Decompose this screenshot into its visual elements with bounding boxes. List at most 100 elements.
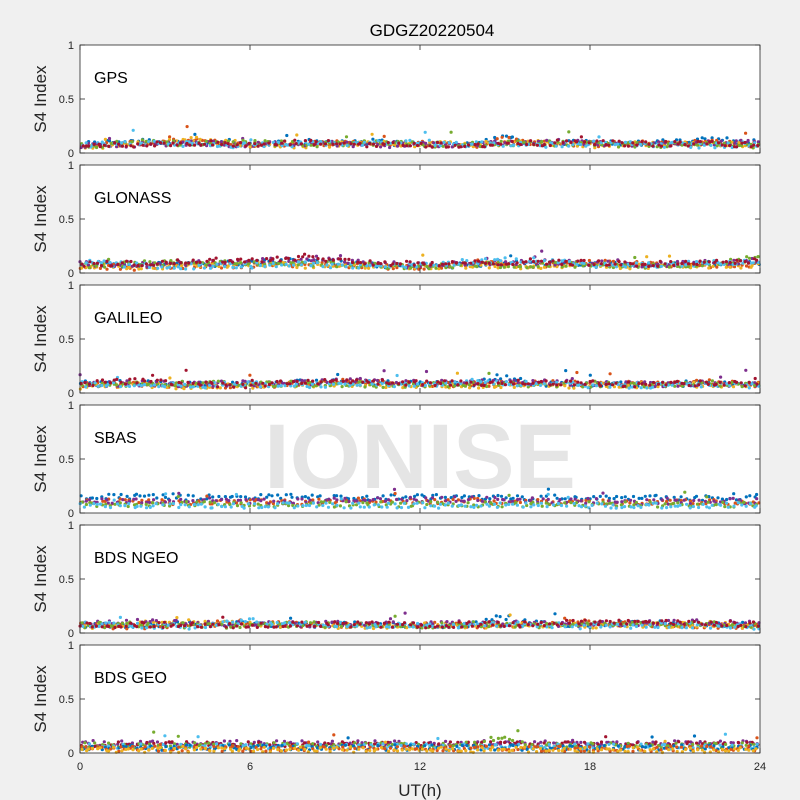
data-point [192,502,196,507]
data-point [747,386,751,390]
data-point [218,386,222,390]
data-point [717,141,721,145]
data-point [198,260,202,264]
data-point [319,142,323,146]
data-point [340,263,344,267]
data-point [99,264,104,268]
data-point [252,260,256,264]
data-point [256,498,260,502]
data-point [425,264,429,269]
data-point [499,259,503,263]
data-point [397,141,401,145]
data-point [726,505,730,509]
data-point [147,498,151,502]
data-point [404,495,408,499]
data-point [270,381,274,385]
data-point [450,260,454,264]
data-point [728,260,732,265]
data-point [271,261,275,266]
data-point [122,265,127,269]
data-point [112,378,116,382]
data-point [459,381,463,385]
data-point [558,498,562,502]
data-point [600,502,604,506]
data-point [148,260,152,264]
data-point [700,264,705,268]
data-point [118,267,122,271]
data-point [178,141,182,145]
data-point [275,379,279,384]
data-point [724,260,728,264]
data-point [686,265,690,269]
data-point [676,384,680,388]
data-point [555,383,559,387]
data-point [361,501,365,505]
data-point [338,257,342,261]
data-point [133,377,137,381]
data-point [263,382,267,386]
panel-label: GPS [94,70,128,87]
data-point [271,257,275,261]
data-point [734,498,739,502]
data-point [657,143,661,147]
data-point [514,257,518,261]
data-point [453,495,457,499]
data-point [643,262,647,266]
data-point [538,383,543,387]
data-point [748,494,752,498]
data-point [499,377,503,381]
data-point [205,494,209,498]
data-point [427,138,431,142]
data-point [254,381,258,385]
data-point [233,262,237,266]
data-point [380,378,384,382]
data-point [108,506,113,510]
data-point [323,142,328,146]
data-point [474,140,478,144]
data-point [161,493,165,497]
data-point [142,494,147,498]
data-point [444,385,448,389]
data-point [113,141,117,145]
data-point [235,381,239,385]
data-point [707,378,712,382]
data-point [191,385,195,389]
data-point [643,380,647,384]
data-point [617,139,621,143]
data-point [472,383,476,387]
data-point [730,140,734,144]
data-point [530,496,535,500]
data-point [679,499,683,503]
data-point [291,380,295,384]
data-point [442,140,446,144]
data-point [316,495,320,499]
data-point [230,260,235,264]
data-point [704,380,709,384]
data-point [698,379,702,383]
data-point [334,378,338,382]
data-point [551,382,555,386]
data-point [314,378,319,382]
data-point [613,143,617,147]
data-point [92,142,96,146]
data-point [488,497,492,501]
data-point [323,385,327,389]
data-point [129,144,133,148]
data-point [127,265,131,270]
data-point [682,382,686,386]
data-point [404,383,408,387]
data-point [98,145,102,149]
data-point [505,374,509,378]
data-point [327,497,331,501]
panel-label: GLONASS [94,190,171,207]
data-point [188,385,193,389]
data-point [108,260,112,265]
data-point [195,500,199,504]
data-point [344,265,348,269]
data-point [576,380,580,384]
data-point [468,386,472,390]
data-point [604,382,608,386]
data-point [701,502,705,506]
